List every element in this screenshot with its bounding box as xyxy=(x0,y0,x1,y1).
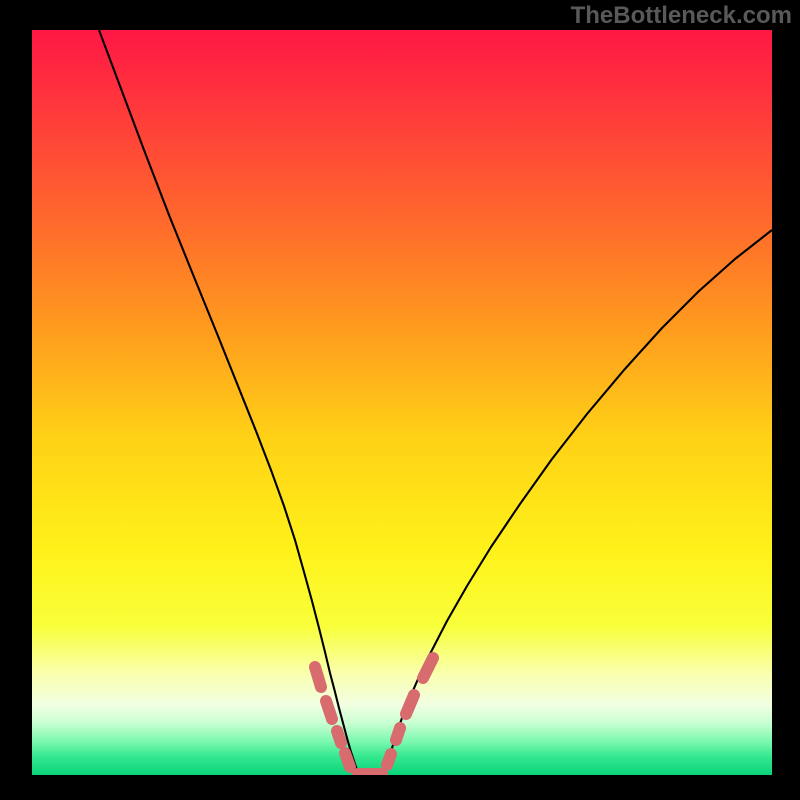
accent-segment-3 xyxy=(345,753,350,767)
accent-segment-5 xyxy=(387,754,391,765)
curve-layer xyxy=(32,30,772,775)
accent-segment-8 xyxy=(423,658,433,678)
accent-segment-0 xyxy=(315,667,321,687)
accent-segment-7 xyxy=(406,695,414,714)
accent-segment-2 xyxy=(337,731,341,743)
accent-segment-6 xyxy=(396,728,400,740)
accent-segment-1 xyxy=(326,701,332,719)
plot-area xyxy=(32,30,772,775)
chart-root: TheBottleneck.com xyxy=(0,0,800,800)
watermark-text: TheBottleneck.com xyxy=(571,2,792,30)
